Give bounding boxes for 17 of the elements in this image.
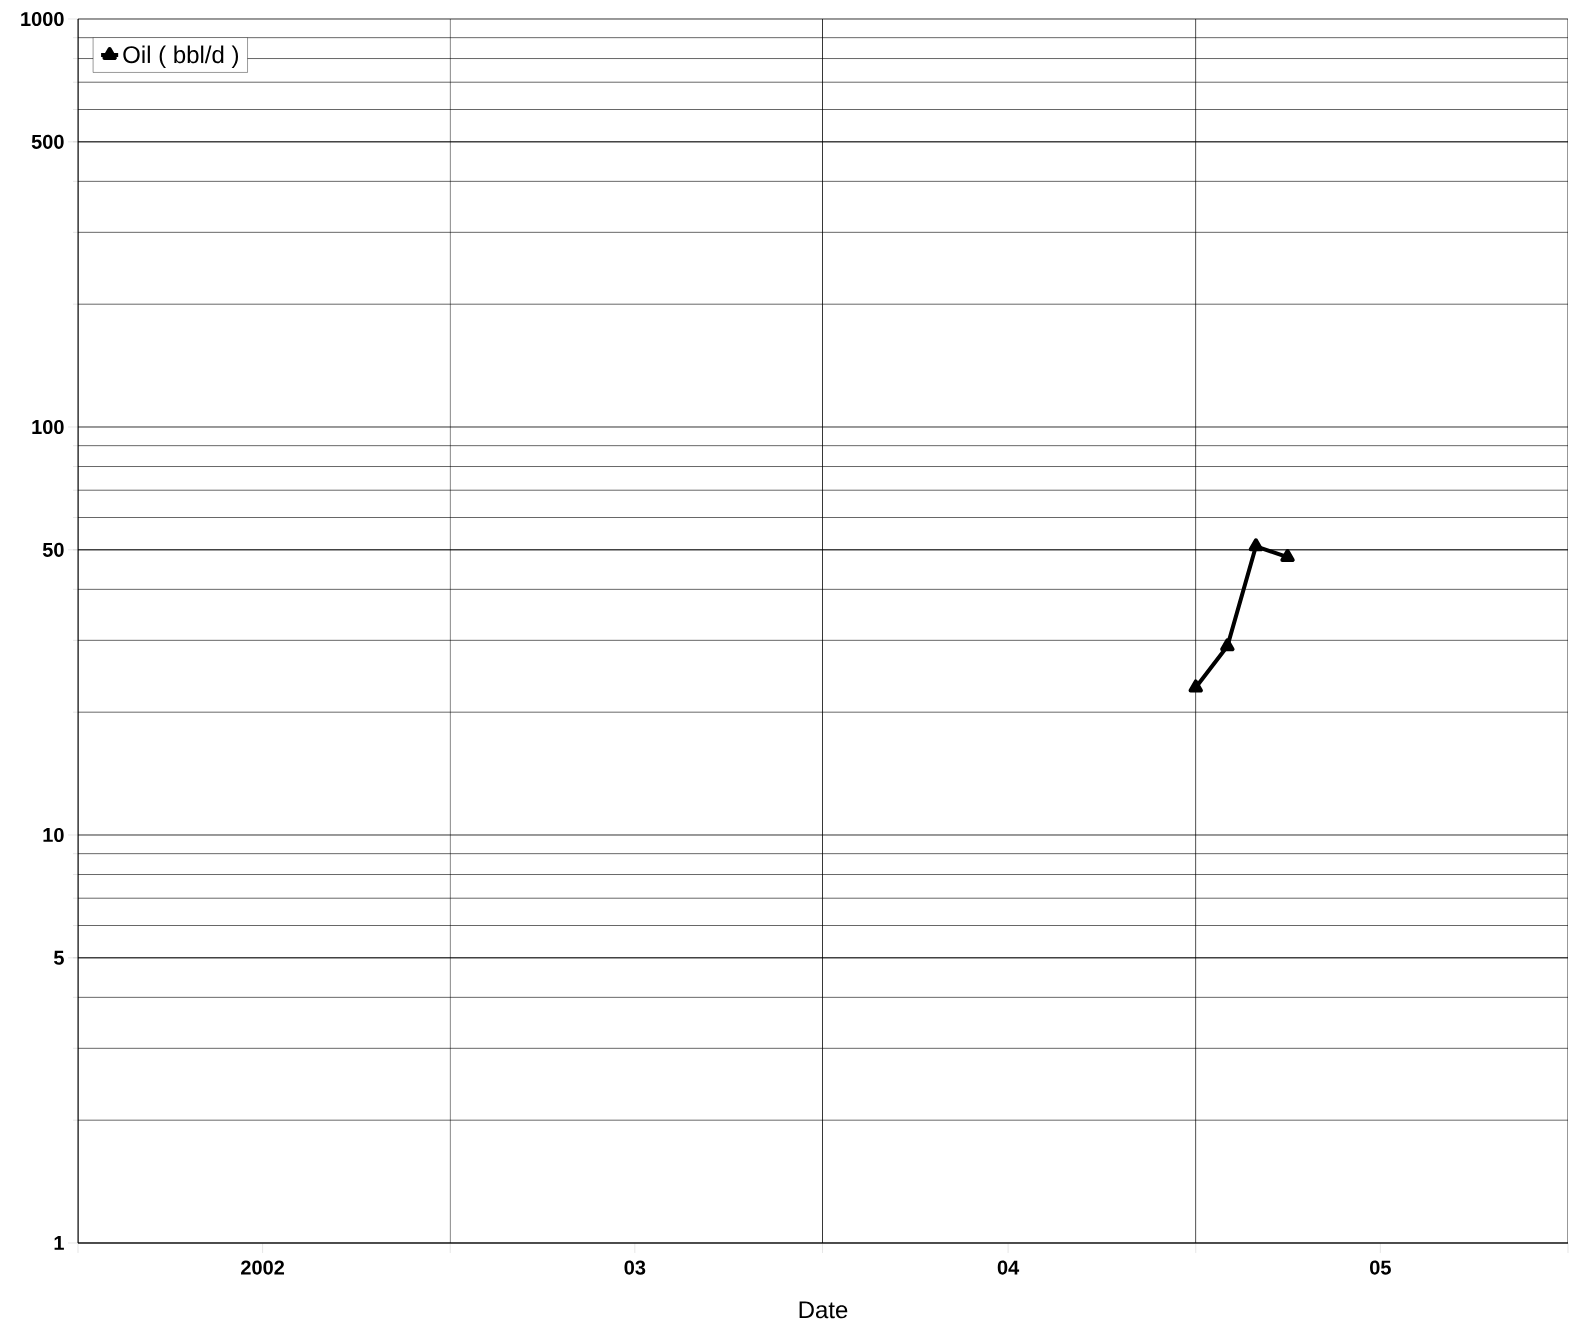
x-tick-label: 04 xyxy=(997,1260,1020,1275)
y-tick-label: 1 xyxy=(54,1236,64,1250)
legend-label: Oil ( bbl/d ) xyxy=(123,45,239,68)
point xyxy=(1220,638,1235,652)
x-tick-label: 2002 xyxy=(241,1260,285,1275)
point xyxy=(1248,538,1264,552)
x-tick-label: 03 xyxy=(624,1260,646,1275)
y-tick-label: 5 xyxy=(53,950,64,965)
point xyxy=(1280,549,1295,563)
x-axis-title: Date xyxy=(799,1301,848,1319)
x-tick-label: 05 xyxy=(1370,1260,1391,1275)
y-tick-label: 10 xyxy=(43,827,64,843)
y-tick-label: 100 xyxy=(32,419,64,435)
y-tick-label: 50 xyxy=(42,542,64,557)
point xyxy=(1188,679,1203,693)
y-tick-label: 1000 xyxy=(21,11,64,27)
y-tick-label: 500 xyxy=(31,134,64,149)
